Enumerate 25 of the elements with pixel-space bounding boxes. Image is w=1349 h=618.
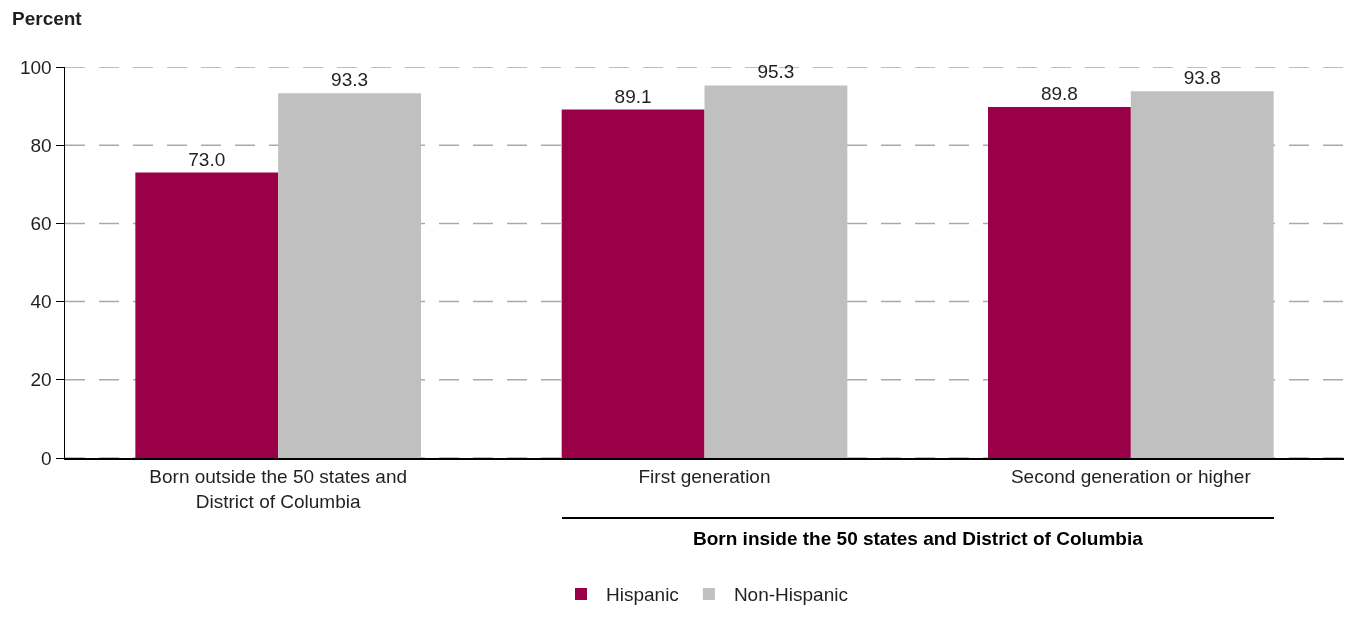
bar xyxy=(278,93,421,458)
y-tick-label: 40 xyxy=(30,291,52,313)
legend-label: Hispanic xyxy=(606,584,679,606)
y-tick-label: 80 xyxy=(30,134,52,156)
x-tick-label: Born outside the 50 states and District of Columbia xyxy=(149,465,408,512)
text: Born inside the 50 states and District of Columbia xyxy=(693,528,1144,549)
data-label: 89.8 xyxy=(1040,82,1078,104)
legend-label: Non-Hispanic xyxy=(733,584,848,606)
x-tick-label: First generation xyxy=(638,465,771,487)
y-tick-label: 20 xyxy=(30,369,52,391)
bar xyxy=(135,172,279,458)
data-label: 89.1 xyxy=(614,85,652,107)
y-tick-label: 100 xyxy=(20,56,52,78)
y-tick-label: 60 xyxy=(30,213,52,235)
bar xyxy=(561,109,705,458)
y-axis-title: Percent xyxy=(12,8,83,29)
data-label: 93.8 xyxy=(1183,67,1221,89)
bar xyxy=(704,85,848,458)
data-label: 73.0 xyxy=(188,148,226,170)
x-tick-label: Second generation or higher xyxy=(1010,465,1252,487)
bar xyxy=(988,106,1131,458)
bar xyxy=(1130,91,1274,458)
data-label: 95.3 xyxy=(757,61,795,83)
y-tick-label: 0 xyxy=(41,447,52,469)
data-label: 93.3 xyxy=(331,69,369,91)
